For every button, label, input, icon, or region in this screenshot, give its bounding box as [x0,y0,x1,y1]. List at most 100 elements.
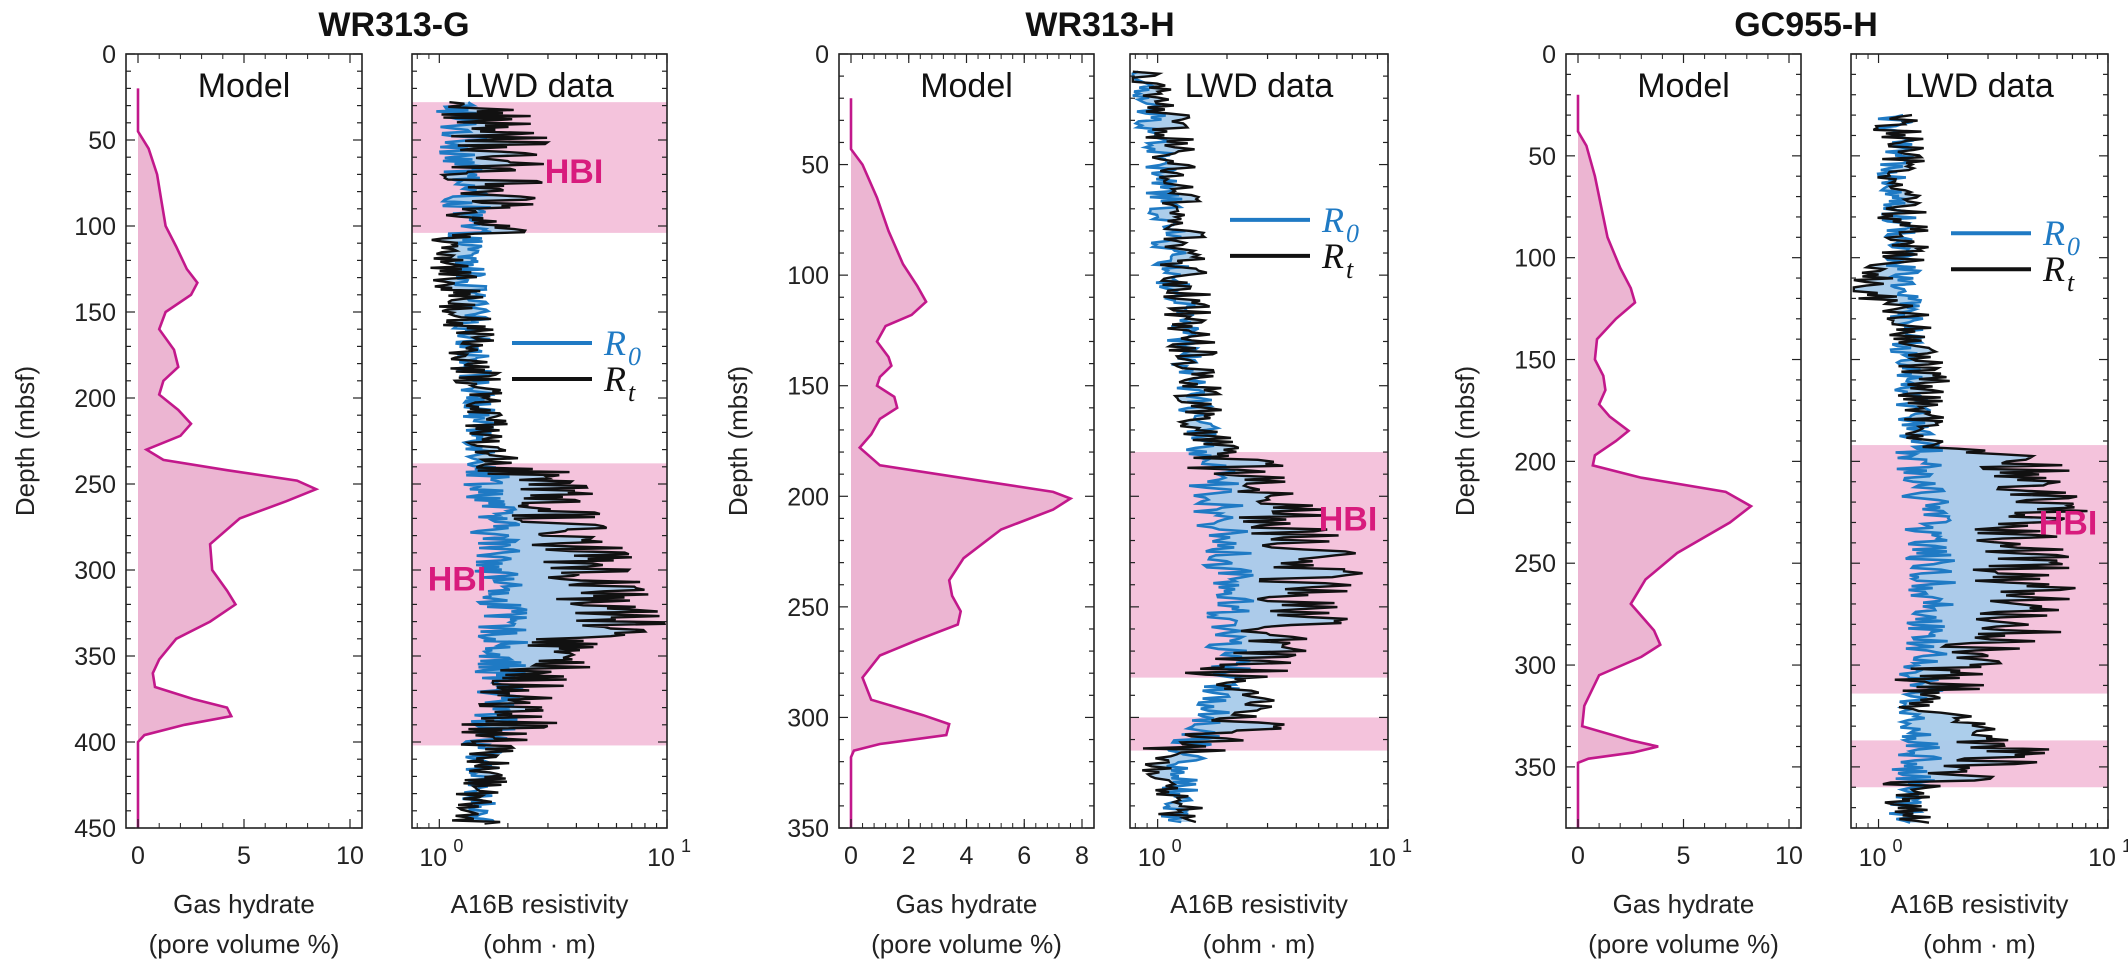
y-tick-label: 350 [1514,754,1556,782]
hbi-label: HBI [2039,504,2098,542]
hbi-band [412,102,667,233]
x-tick-exponent: 0 [453,836,463,856]
legend-r0-label: R [2042,213,2065,253]
lwd-x-label-units: (ohm · m) [1203,929,1316,959]
x-tick-label: 2 [902,842,916,870]
model-x-label: Gas hydrate [173,889,315,919]
model-panel-title: Model [198,67,291,105]
legend-rt-subscript: t [1346,255,1354,284]
x-tick-label: 8 [1075,842,1089,870]
y-tick-label: 300 [74,557,116,585]
legend-r0-subscript: 0 [2067,232,2080,261]
x-tick-label: 0 [1571,842,1585,870]
y-tick-label: 150 [787,373,829,401]
y-tick-label: 50 [88,127,116,155]
lwd-panel-title: LWD data [1185,67,1334,105]
well-title: WR313-G [318,6,469,44]
model-area [851,98,1071,828]
y-tick-label: 50 [801,152,829,180]
y-tick-label: 250 [74,471,116,499]
y-tick-label: 200 [787,483,829,511]
y-tick-label: 150 [1514,347,1556,375]
model-area [1578,94,1751,828]
x-tick-label: 10 [1138,844,1166,872]
x-tick-label: 10 [2088,844,2116,872]
model-x-label-units: (pore volume %) [871,929,1062,959]
resistivity-gap-fill [1853,115,2088,823]
y-tick-label: 0 [815,41,829,69]
legend-rt-label: R [1321,236,1344,276]
x-tick-exponent: 1 [2122,836,2128,856]
hbi-label: HBI [428,561,487,599]
x-tick-exponent: 0 [1893,836,1903,856]
rt-line [1131,70,1363,824]
y-tick-label: 300 [787,704,829,732]
model-area [138,88,317,828]
legend-rt-subscript: t [2067,268,2075,297]
x-tick-label: 5 [237,842,251,870]
legend-r0-label: R [1321,200,1344,240]
lwd-x-label-units: (ohm · m) [1923,929,2036,959]
y-tick-label: 200 [74,385,116,413]
legend-r0-subscript: 0 [628,342,641,371]
legend-rt-label: R [2042,249,2065,289]
lwd-axes-box [1129,53,1389,829]
model-x-label: Gas hydrate [896,889,1038,919]
lwd-x-label: A16B resistivity [451,889,629,919]
y-tick-label: 0 [1542,41,1556,69]
y-tick-label: 200 [1514,448,1556,476]
x-tick-label: 10 [419,844,447,872]
y-axis-label: Depth (mbsf) [1450,366,1480,516]
model-line [849,98,1074,828]
x-tick-label: 10 [336,842,364,870]
x-tick-label: 10 [1859,844,1887,872]
x-tick-label: 10 [1775,842,1803,870]
x-tick-label: 0 [131,842,145,870]
y-tick-label: 450 [74,815,116,843]
well-title: WR313-H [1025,6,1174,44]
model-panel-title: Model [920,67,1013,105]
y-tick-label: 0 [102,41,116,69]
y-tick-label: 300 [1514,652,1556,680]
lwd-panel-title: LWD data [465,67,614,105]
rt-line [430,101,667,825]
y-tick-label: 350 [787,815,829,843]
y-axis-label: Depth (mbsf) [10,366,40,516]
legend-r0-label: R [603,323,626,363]
y-tick-label: 150 [74,299,116,327]
model-line [136,88,320,828]
model-panel-title: Model [1637,67,1730,105]
y-tick-label: 400 [74,729,116,757]
legend-rt-label: R [603,359,626,399]
y-tick-label: 350 [74,643,116,671]
rt-line [1852,113,2088,824]
model-line [1576,94,1754,828]
model-x-label: Gas hydrate [1613,889,1755,919]
x-tick-label: 0 [844,842,858,870]
hbi-label: HBI [545,153,604,191]
lwd-axes-box [411,53,668,829]
legend-rt-subscript: t [628,378,636,407]
r0-line [1131,70,1255,824]
well-title: GC955-H [1734,6,1878,44]
y-tick-label: 50 [1528,143,1556,171]
lwd-panel-title: LWD data [1905,67,2054,105]
legend-r0-subscript: 0 [1346,219,1359,248]
hbi-label: HBI [1319,500,1378,538]
lwd-x-label: A16B resistivity [1891,889,2069,919]
x-tick-label: 4 [960,842,974,870]
x-tick-exponent: 1 [681,836,691,856]
y-tick-label: 100 [74,213,116,241]
lwd-x-label-units: (ohm · m) [483,929,596,959]
y-tick-label: 100 [787,262,829,290]
x-tick-label: 10 [647,844,675,872]
model-x-label-units: (pore volume %) [1588,929,1779,959]
model-x-label-units: (pore volume %) [149,929,340,959]
y-tick-label: 250 [1514,550,1556,578]
y-axis-label: Depth (mbsf) [723,366,753,516]
lwd-x-label: A16B resistivity [1170,889,1348,919]
x-tick-exponent: 0 [1172,836,1182,856]
x-tick-label: 6 [1017,842,1031,870]
y-tick-label: 100 [1514,245,1556,273]
